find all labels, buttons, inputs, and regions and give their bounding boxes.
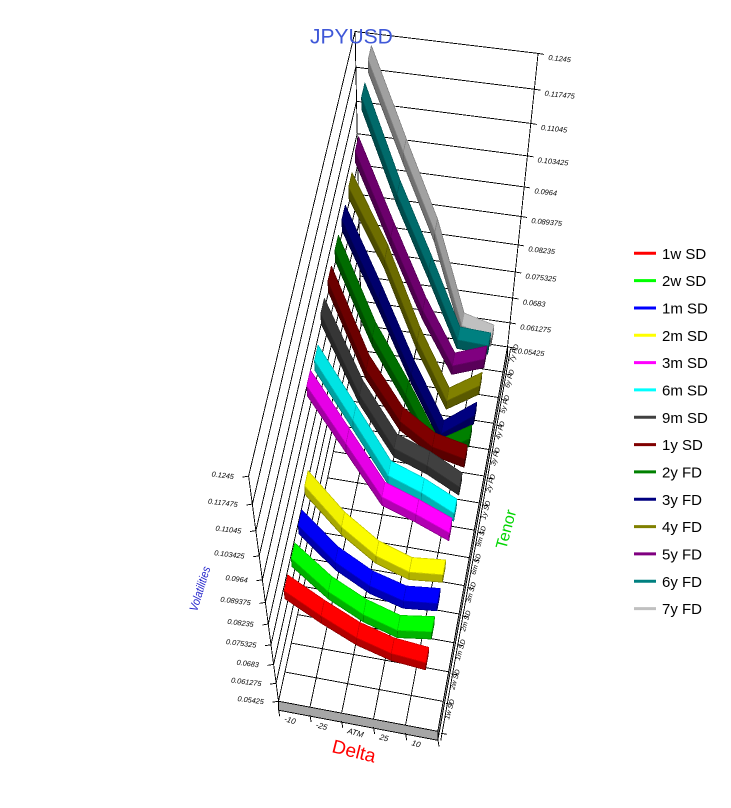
svg-text:0.061275: 0.061275: [231, 676, 263, 689]
svg-text:0.117475: 0.117475: [544, 89, 576, 101]
svg-text:0.08235: 0.08235: [528, 244, 556, 256]
svg-text:2y FD: 2y FD: [662, 464, 702, 481]
svg-text:0.0683: 0.0683: [522, 298, 546, 309]
svg-text:10: 10: [411, 738, 423, 749]
svg-text:0.0683: 0.0683: [236, 658, 259, 670]
svg-text:0.0964: 0.0964: [534, 186, 557, 197]
svg-text:-10: -10: [283, 714, 297, 726]
svg-text:6y FD: 6y FD: [662, 574, 702, 591]
svg-text:0.08235: 0.08235: [227, 617, 255, 629]
svg-text:0.1245: 0.1245: [211, 469, 235, 481]
svg-text:0.075325: 0.075325: [226, 637, 258, 650]
svg-text:1m SD: 1m SD: [662, 301, 708, 318]
svg-text:3m SD: 3m SD: [662, 355, 708, 372]
svg-text:5y FD: 5y FD: [662, 546, 702, 563]
svg-text:6m SD: 6m SD: [662, 382, 708, 399]
svg-text:0.089375: 0.089375: [220, 595, 252, 608]
svg-text:JPYUSD: JPYUSD: [310, 26, 393, 49]
svg-text:3y FD: 3y FD: [662, 492, 702, 509]
svg-text:7y FD: 7y FD: [509, 344, 521, 364]
svg-text:5y FD: 5y FD: [500, 395, 512, 415]
svg-text:0.1245: 0.1245: [548, 53, 572, 64]
svg-text:4y FD: 4y FD: [662, 519, 702, 536]
svg-text:1w SD: 1w SD: [662, 246, 706, 263]
svg-text:0.0964: 0.0964: [225, 573, 248, 585]
svg-text:0.089375: 0.089375: [531, 216, 563, 228]
svg-text:0.05425: 0.05425: [517, 346, 545, 358]
svg-text:0.075325: 0.075325: [525, 272, 557, 284]
svg-text:0.103425: 0.103425: [537, 155, 569, 167]
svg-text:0.11045: 0.11045: [215, 524, 243, 536]
svg-text:2m SD: 2m SD: [662, 328, 708, 345]
svg-text:0.05425: 0.05425: [237, 694, 265, 706]
svg-text:0.061275: 0.061275: [520, 322, 552, 334]
svg-text:2w SD: 2w SD: [662, 273, 706, 290]
svg-text:0.103425: 0.103425: [214, 548, 246, 561]
svg-text:25: 25: [377, 732, 390, 744]
svg-text:3y FD: 3y FD: [490, 447, 502, 467]
svg-text:7y FD: 7y FD: [662, 601, 702, 618]
svg-text:0.117475: 0.117475: [207, 497, 239, 510]
svg-text:-25: -25: [315, 720, 329, 732]
svg-text:6y FD: 6y FD: [504, 369, 516, 389]
svg-text:9m SD: 9m SD: [662, 410, 708, 427]
svg-text:4y FD: 4y FD: [495, 421, 507, 441]
svg-text:1y SD: 1y SD: [480, 500, 492, 520]
svg-text:1y SD: 1y SD: [662, 437, 703, 454]
svg-text:0.11045: 0.11045: [541, 123, 569, 135]
